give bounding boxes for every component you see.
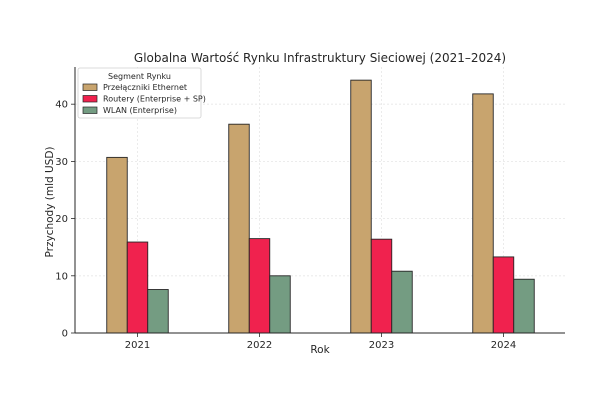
y-tick-label: 20 bbox=[55, 214, 68, 225]
y-axis-label: Przychody (mld USD) bbox=[44, 146, 56, 257]
bar bbox=[513, 278, 535, 334]
bar bbox=[126, 241, 149, 334]
legend-label: Routery (Enterprise + SP) bbox=[103, 95, 206, 104]
bar bbox=[370, 238, 393, 334]
x-tick-label: 2023 bbox=[369, 340, 394, 351]
ticks: 0 10 20 30 40 2021 2022 2023 2024 bbox=[55, 100, 516, 351]
axes bbox=[74, 67, 565, 334]
bar bbox=[147, 289, 169, 334]
bar bbox=[106, 156, 128, 334]
bar bbox=[248, 238, 271, 334]
x-tick-label: 2024 bbox=[491, 340, 516, 351]
legend-swatch bbox=[82, 106, 98, 114]
y-tick-label: 10 bbox=[55, 271, 68, 282]
chart-title: Globalna Wartość Rynku Infrastruktury Si… bbox=[134, 51, 506, 65]
bar bbox=[350, 79, 372, 334]
y-tick-label: 40 bbox=[55, 100, 68, 111]
legend: Segment Rynku Przełączniki Ethernet Route… bbox=[77, 67, 206, 119]
x-tick-label: 2022 bbox=[247, 340, 272, 351]
legend-label: Przełączniki Ethernet bbox=[103, 83, 187, 92]
x-axis-label: Rok bbox=[310, 344, 330, 356]
legend-box bbox=[77, 67, 202, 119]
legend-swatch bbox=[82, 95, 98, 103]
legend-title: Segment Rynku bbox=[108, 72, 171, 81]
bars bbox=[106, 79, 535, 334]
y-tick-label: 0 bbox=[62, 329, 68, 340]
bar bbox=[228, 123, 250, 334]
legend-label: WLAN (Enterprise) bbox=[103, 106, 177, 115]
bar bbox=[391, 270, 413, 334]
bar bbox=[492, 256, 515, 334]
y-tick-label: 30 bbox=[55, 157, 68, 168]
bar bbox=[269, 275, 291, 334]
x-tick-label: 2021 bbox=[125, 340, 150, 351]
bar bbox=[472, 93, 494, 334]
legend-swatch bbox=[82, 83, 98, 91]
